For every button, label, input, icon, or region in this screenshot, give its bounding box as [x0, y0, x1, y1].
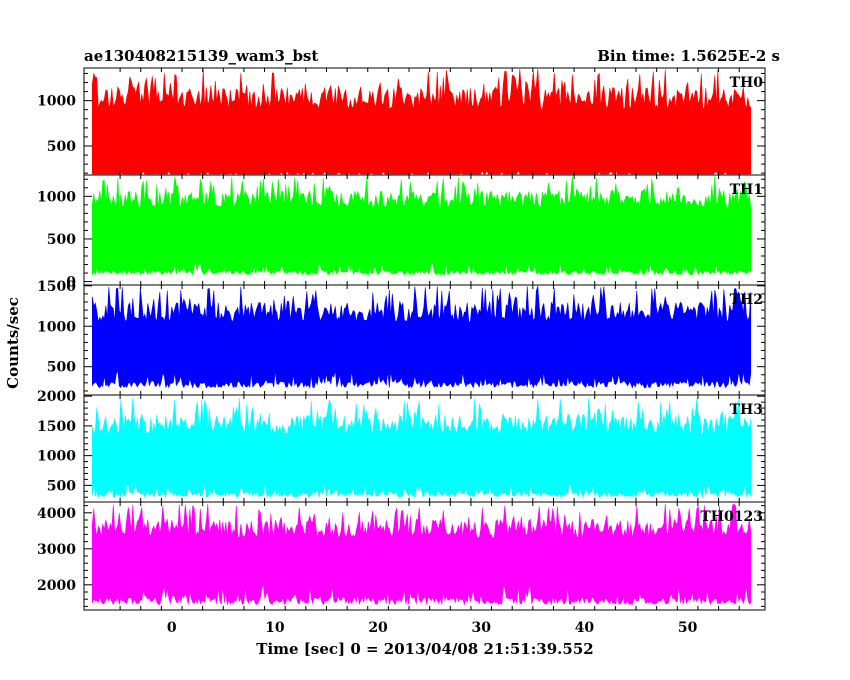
series-th0: [92, 68, 752, 175]
y-tick-label: 4000: [37, 506, 76, 522]
y-tick-label: 1000: [37, 449, 76, 465]
x-tick-label: 30: [472, 620, 492, 636]
y-tick-label: 1500: [37, 279, 76, 295]
series-th3: [92, 397, 752, 499]
panel-label-th0: TH0: [730, 75, 764, 91]
y-tick-label: 500: [47, 139, 76, 155]
y-tick-label: 500: [47, 232, 76, 248]
x-tick-label: 0: [167, 620, 177, 636]
panel-label-th2: TH2: [730, 292, 763, 308]
panel-label-th0123: TH0123: [700, 509, 763, 525]
panel-label-th3: TH3: [730, 402, 763, 418]
x-tick-label: 50: [678, 620, 698, 636]
y-tick-label: 500: [47, 360, 76, 376]
x-tick-label: 20: [368, 620, 388, 636]
series-th0123: [92, 503, 752, 606]
x-axis-label: Time [sec] 0 = 2013/04/08 21:51:39.552: [256, 640, 593, 658]
x-tick-label: 10: [265, 620, 285, 636]
y-tick-label: 1000: [37, 189, 76, 205]
panel-label-th1: TH1: [730, 182, 763, 198]
series-th1: [92, 175, 752, 276]
y-tick-label: 3000: [37, 542, 76, 558]
y-tick-label: 2000: [37, 389, 76, 405]
series-th2: [92, 285, 752, 389]
x-tick-label: 40: [575, 620, 595, 636]
y-tick-label: 0: [66, 275, 76, 291]
y-tick-label: 2000: [37, 578, 76, 594]
y-axis-label: Counts/sec: [4, 297, 22, 389]
y-tick-label: 1000: [37, 319, 76, 335]
y-tick-label: 500: [47, 478, 76, 494]
chart-title: ae130408215139_wam3_bst: [84, 47, 318, 65]
y-tick-label: 1000: [37, 94, 76, 110]
y-tick-label: 1500: [37, 419, 76, 435]
chart-subtitle: Bin time: 1.5625E-2 s: [597, 47, 780, 65]
